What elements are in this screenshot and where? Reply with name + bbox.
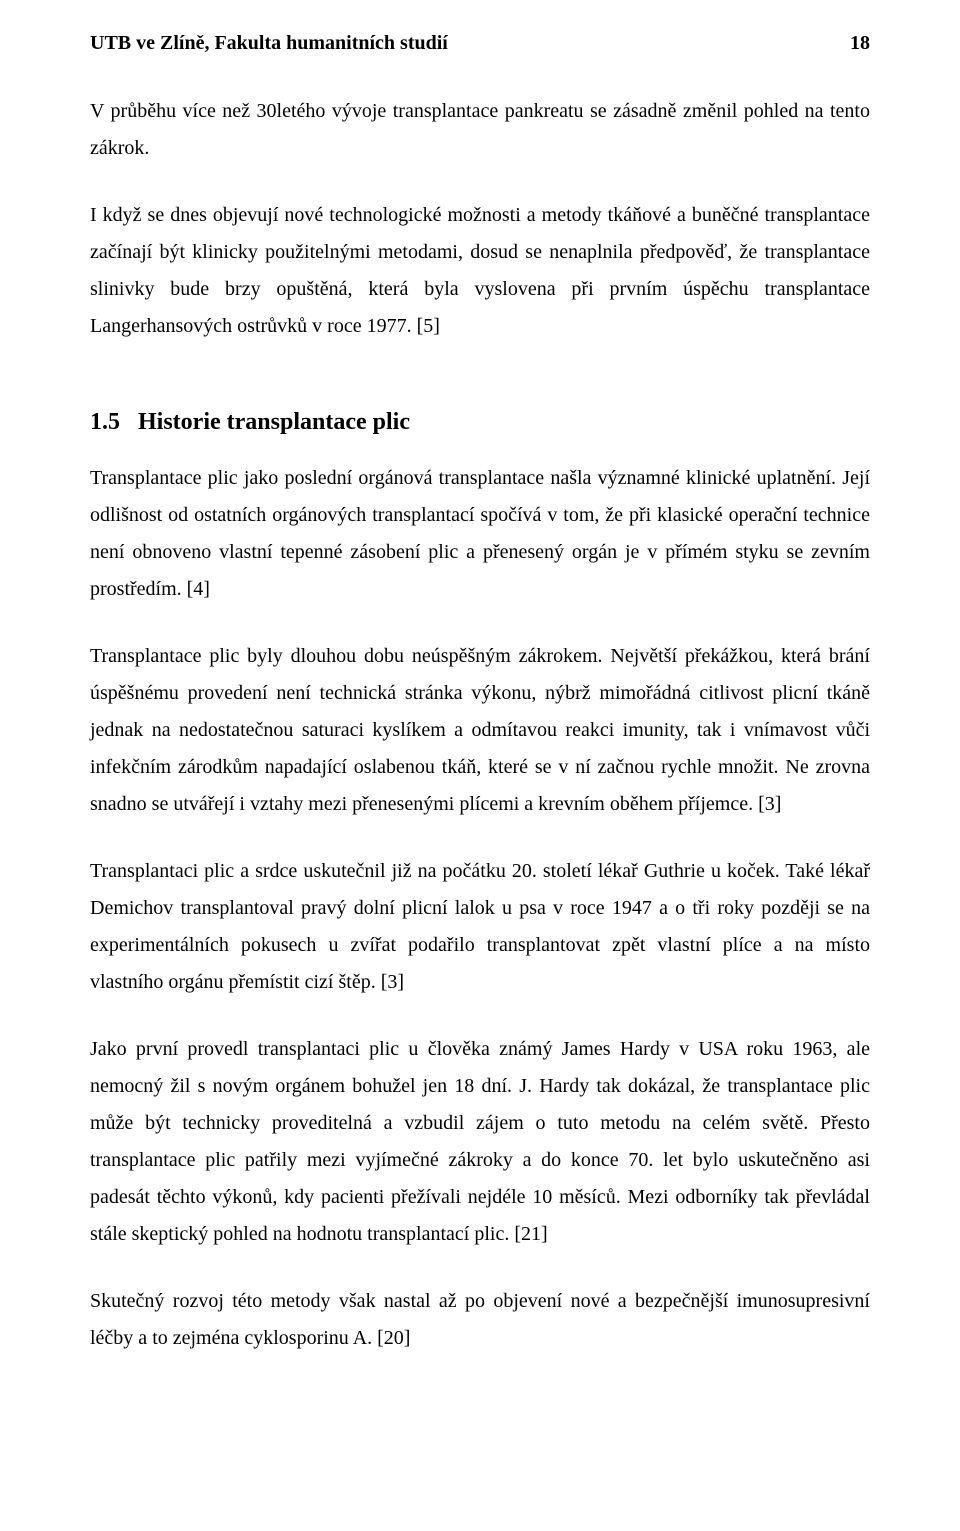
section-heading: 1.5 Historie transplantace plic [90, 409, 870, 436]
header-institution: UTB ve Zlíně, Fakulta humanitních studií [90, 32, 448, 55]
section-title: Historie transplantace plic [138, 409, 410, 435]
paragraph: Skutečný rozvoj této metody však nastal … [90, 1283, 870, 1357]
page-header: UTB ve Zlíně, Fakulta humanitních studií… [90, 32, 870, 55]
paragraph: Transplantace plic byly dlouhou dobu neú… [90, 638, 870, 823]
paragraph: I když se dnes objevují nové technologic… [90, 197, 870, 345]
paragraph: V průběhu více než 30letého vývoje trans… [90, 93, 870, 167]
paragraph: Transplantace plic jako poslední orgánov… [90, 460, 870, 608]
paragraph: Jako první provedl transplantaci plic u … [90, 1031, 870, 1253]
page-number: 18 [850, 32, 870, 55]
paragraph: Transplantaci plic a srdce uskutečnil ji… [90, 853, 870, 1001]
section-number: 1.5 [90, 409, 120, 435]
